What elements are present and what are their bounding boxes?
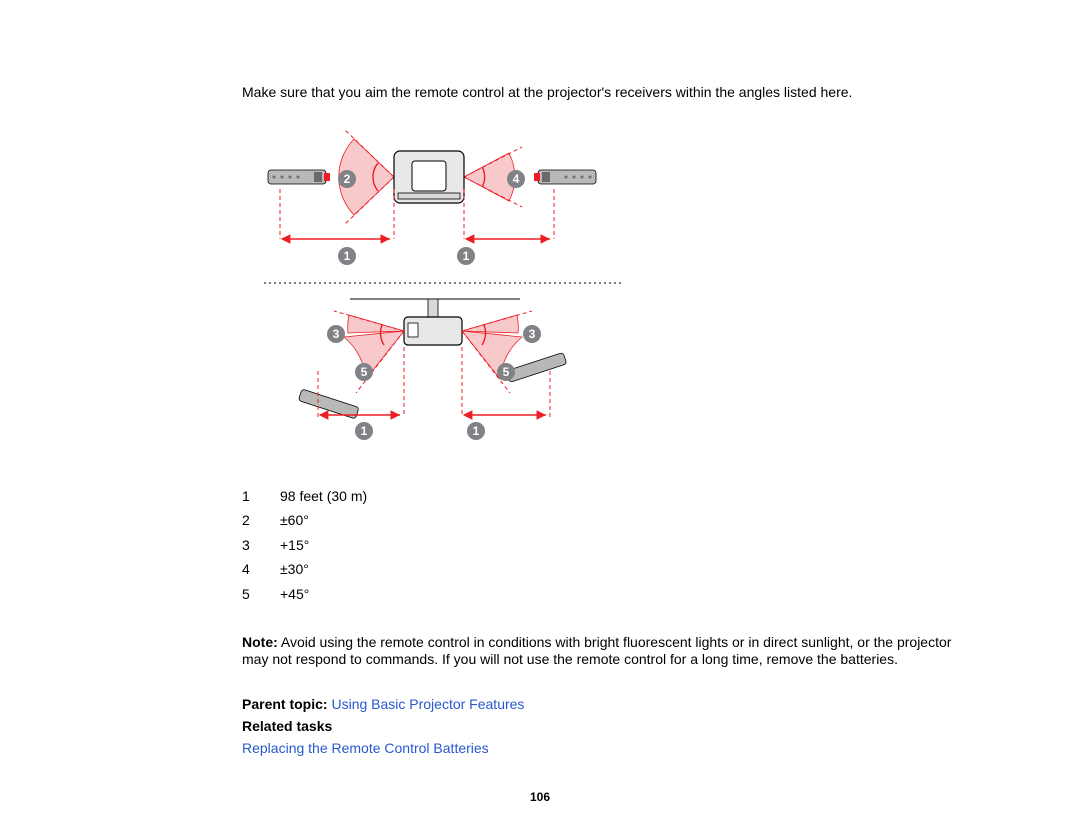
note-label: Note: bbox=[242, 634, 278, 650]
svg-text:1: 1 bbox=[473, 424, 480, 438]
legend-item: 3 +15° bbox=[242, 533, 960, 558]
parent-topic-link[interactable]: Using Basic Projector Features bbox=[331, 696, 524, 712]
legend-list: 1 98 feet (30 m) 2 ±60° 3 +15° 4 ±30° 5 … bbox=[242, 484, 960, 607]
legend-number: 5 bbox=[242, 582, 280, 607]
legend-value: 98 feet (30 m) bbox=[280, 484, 367, 509]
svg-text:4: 4 bbox=[513, 172, 520, 186]
legend-number: 2 bbox=[242, 508, 280, 533]
svg-text:5: 5 bbox=[361, 365, 368, 379]
legend-number: 3 bbox=[242, 533, 280, 558]
svg-text:2: 2 bbox=[344, 172, 351, 186]
svg-text:1: 1 bbox=[463, 249, 470, 263]
svg-text:3: 3 bbox=[333, 327, 340, 341]
document-page: Make sure that you aim the remote contro… bbox=[0, 0, 1080, 756]
note-paragraph: Note: Avoid using the remote control in … bbox=[242, 634, 960, 668]
page-number: 106 bbox=[0, 790, 1080, 804]
legend-item: 5 +45° bbox=[242, 582, 960, 607]
legend-item: 1 98 feet (30 m) bbox=[242, 484, 960, 509]
legend-item: 2 ±60° bbox=[242, 508, 960, 533]
note-text: Avoid using the remote control in condit… bbox=[242, 634, 951, 667]
legend-item: 4 ±30° bbox=[242, 557, 960, 582]
svg-text:1: 1 bbox=[361, 424, 368, 438]
legend-number: 1 bbox=[242, 484, 280, 509]
intro-paragraph: Make sure that you aim the remote contro… bbox=[242, 84, 960, 101]
svg-text:3: 3 bbox=[529, 327, 536, 341]
legend-number: 4 bbox=[242, 557, 280, 582]
related-task-link[interactable]: Replacing the Remote Control Batteries bbox=[242, 740, 489, 756]
legend-value: ±30° bbox=[280, 557, 309, 582]
legend-value: +15° bbox=[280, 533, 309, 558]
angle-diagram: 2 4 1 1 3 3 5 5 1 1 bbox=[254, 121, 960, 454]
legend-value: +45° bbox=[280, 582, 309, 607]
parent-topic-line: Parent topic: Using Basic Projector Feat… bbox=[242, 696, 960, 712]
parent-topic-label: Parent topic: bbox=[242, 696, 331, 712]
svg-text:1: 1 bbox=[344, 249, 351, 263]
svg-text:5: 5 bbox=[503, 365, 510, 379]
legend-value: ±60° bbox=[280, 508, 309, 533]
related-tasks-heading: Related tasks bbox=[242, 718, 960, 734]
